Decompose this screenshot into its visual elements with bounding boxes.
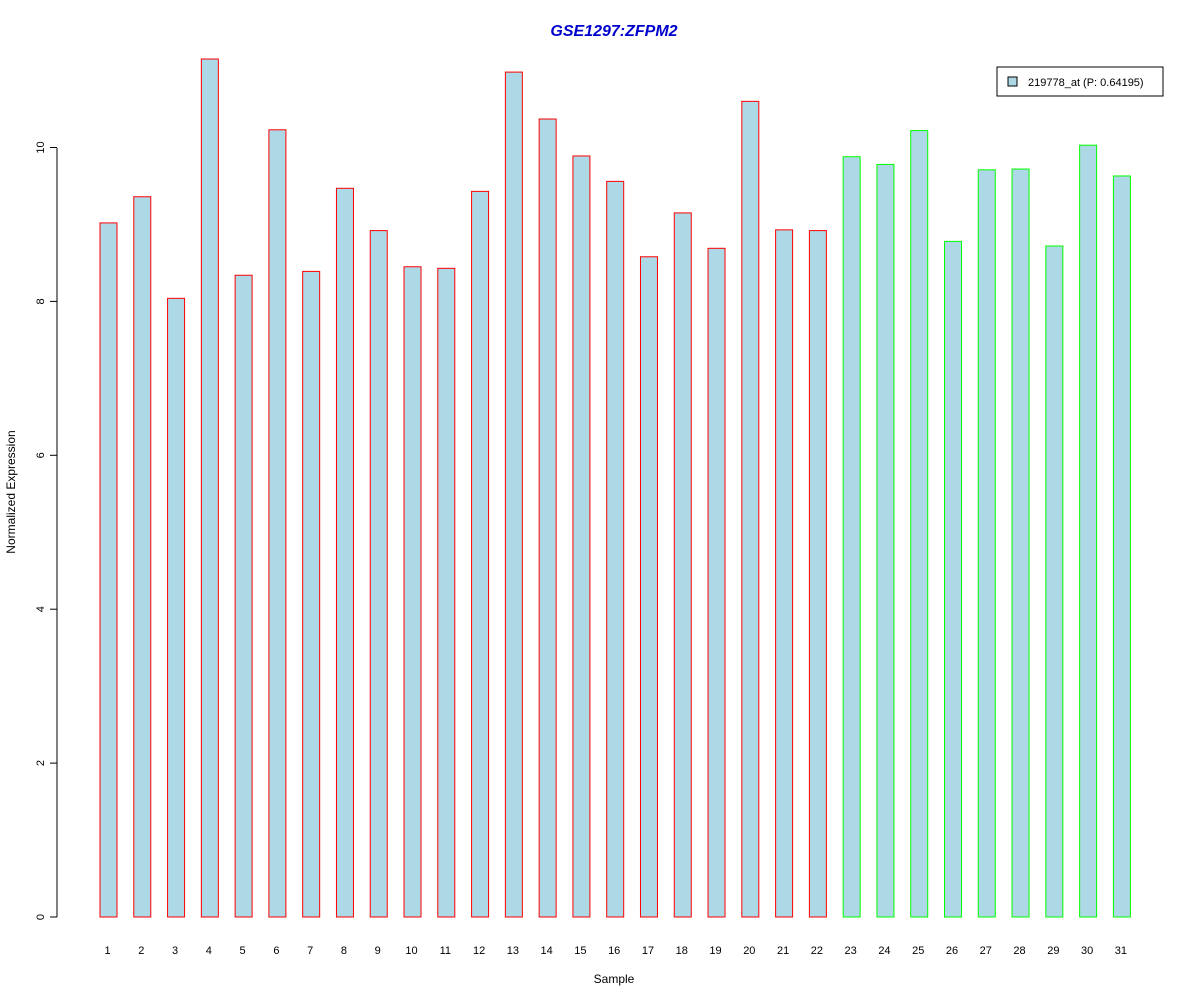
bar-sample-18 — [673, 212, 692, 918]
x-tick-label: 13 — [507, 945, 519, 957]
bar-sample-11 — [437, 267, 456, 918]
x-tick-label: 27 — [980, 945, 992, 957]
x-tick-label: 31 — [1115, 945, 1127, 957]
x-tick-label: 3 — [172, 945, 178, 957]
legend-box — [996, 66, 1164, 97]
x-tick-label: 20 — [743, 945, 755, 957]
bars-group — [99, 58, 1131, 918]
x-tick-label: 22 — [811, 945, 823, 957]
bar-sample-9 — [369, 230, 388, 918]
bar-sample-16 — [606, 180, 625, 918]
x-tick-label: 11 — [440, 945, 451, 957]
legend-label: 219778_at (P: 0.64195) — [1028, 77, 1144, 89]
bar-sample-6 — [268, 129, 287, 918]
x-tick-label: 30 — [1081, 945, 1093, 957]
bar-sample-7 — [302, 270, 321, 918]
y-tick-label: 6 — [35, 452, 47, 458]
x-tick-label: 6 — [273, 945, 279, 957]
x-tick-label: 24 — [878, 945, 890, 957]
bar-sample-15 — [572, 155, 591, 918]
bar-sample-10 — [403, 266, 422, 918]
bar-sample-20 — [741, 100, 760, 918]
y-tick-label: 10 — [35, 141, 47, 153]
bar-sample-12 — [471, 190, 490, 918]
x-tick-label: 28 — [1013, 945, 1025, 957]
bar-sample-8 — [335, 187, 354, 918]
y-tick-label: 2 — [35, 760, 47, 766]
x-tick-label: 29 — [1047, 945, 1059, 957]
chart-title: GSE1297:ZFPM2 — [550, 23, 677, 40]
x-tick-label: 23 — [845, 945, 857, 957]
x-tick-label: 1 — [104, 945, 110, 957]
x-tick-label: 14 — [541, 945, 553, 957]
x-tick-label: 25 — [912, 945, 924, 957]
x-tick-label: 21 — [777, 945, 789, 957]
bar-sample-29 — [1045, 245, 1064, 918]
bar-sample-23 — [842, 156, 861, 918]
y-axis-label: Normalized Expression — [4, 430, 18, 553]
bar-sample-30 — [1079, 144, 1098, 918]
x-tick-labels: 1 2 3 4 5 6 7 8 9 10 11 12 13 14 15 16 17 18 19 20 21 22 23 24 2… — [104, 945, 1127, 957]
x-tick-label: 12 — [473, 945, 485, 957]
bar-sample-3 — [167, 297, 186, 918]
bar-sample-27 — [977, 169, 996, 918]
bar-sample-22 — [808, 230, 827, 918]
x-tick-label: 26 — [946, 945, 958, 957]
bar-sample-24 — [876, 163, 895, 918]
x-axis-label: Sample — [594, 972, 635, 986]
x-tick-label: 19 — [709, 945, 721, 957]
x-tick-label: 17 — [642, 945, 654, 957]
y-axis: 0 2 4 6 8 10 — [35, 141, 58, 920]
bar-sample-5 — [234, 274, 253, 918]
bar-sample-28 — [1011, 168, 1030, 918]
x-tick-label: 5 — [240, 945, 246, 957]
bar-sample-1 — [99, 222, 118, 918]
x-tick-label: 7 — [307, 945, 313, 957]
x-tick-label: 8 — [341, 945, 347, 957]
y-tick-label: 8 — [35, 298, 47, 304]
x-tick-label: 2 — [138, 945, 144, 957]
bar-sample-17 — [639, 256, 658, 918]
bar-sample-2 — [133, 196, 152, 918]
bar-sample-13 — [504, 71, 523, 918]
bar-sample-14 — [538, 118, 557, 918]
x-tick-label: 15 — [574, 945, 586, 957]
legend-swatch — [1007, 76, 1018, 87]
x-tick-label: 4 — [206, 945, 212, 957]
y-tick-label: 0 — [35, 914, 47, 920]
x-tick-label: 18 — [676, 945, 688, 957]
x-tick-label: 9 — [375, 945, 381, 957]
bar-sample-4 — [200, 58, 219, 918]
y-tick-label: 4 — [35, 606, 47, 612]
x-tick-label: 16 — [608, 945, 620, 957]
bar-sample-26 — [944, 240, 962, 918]
x-tick-label: 10 — [405, 945, 417, 957]
bar-sample-21 — [775, 229, 794, 918]
bar-sample-25 — [910, 130, 929, 918]
legend: 219778_at (P: 0.64195) — [996, 66, 1164, 97]
bar-sample-31 — [1112, 175, 1131, 918]
bar-sample-19 — [707, 247, 726, 918]
